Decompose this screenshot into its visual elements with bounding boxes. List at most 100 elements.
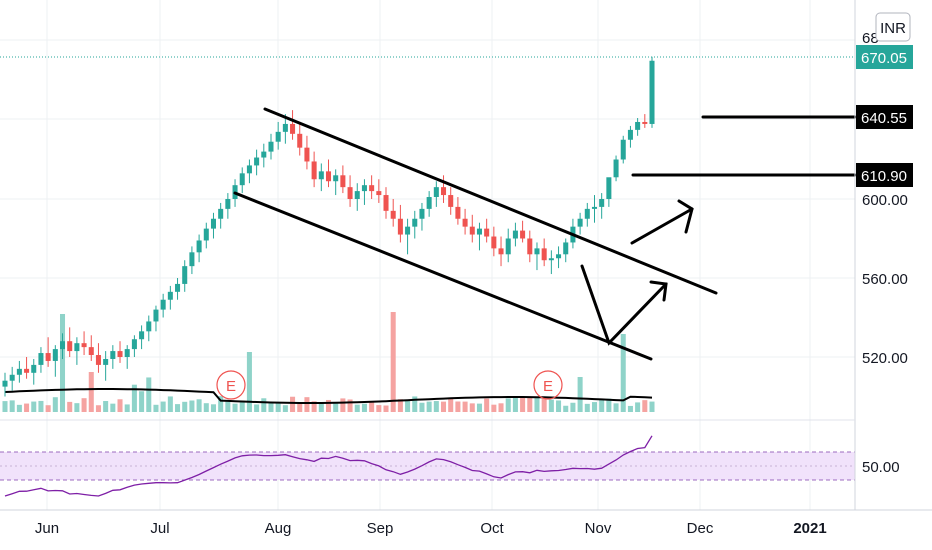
volume-bar <box>38 400 44 412</box>
candle-body <box>67 341 73 352</box>
volume-bar <box>563 405 569 412</box>
volume-bar <box>469 403 475 412</box>
volume-bar <box>534 397 540 412</box>
candle-body <box>649 60 655 124</box>
projection-arrow-2-head[interactable] <box>677 199 694 234</box>
volume-bar <box>110 403 116 412</box>
candle-body <box>448 195 454 207</box>
month-nov: Nov <box>585 520 612 537</box>
level-610-value: 610.90 <box>861 168 907 185</box>
volume-bar <box>189 400 195 412</box>
candle-body <box>74 343 80 352</box>
volume-bar <box>369 401 375 412</box>
currency-badge[interactable] <box>875 12 911 42</box>
candle-body <box>390 210 396 219</box>
volume-bar <box>412 396 418 412</box>
candle-body <box>584 208 590 219</box>
time-axis: Jun Jul Aug Sep Oct Nov Dec 2021 <box>35 520 827 537</box>
month-sep: Sep <box>367 520 394 537</box>
earnings-marker-2[interactable] <box>533 370 563 400</box>
volume-bar <box>246 352 252 412</box>
volume-bar <box>426 401 432 412</box>
volume-bars <box>2 312 655 412</box>
candle-body <box>189 252 195 267</box>
drawings[interactable] <box>233 107 857 361</box>
volume-bar <box>620 334 626 412</box>
candle-body <box>254 157 260 166</box>
last-price-tag <box>856 45 913 69</box>
volume-bar <box>196 399 202 412</box>
candle-body <box>210 218 216 229</box>
volume-bar <box>462 401 468 412</box>
candle-body <box>613 159 619 178</box>
earnings-markers: E E <box>216 370 563 400</box>
volume-bar <box>642 400 648 412</box>
month-jun: Jun <box>35 520 59 537</box>
volume-bar <box>160 401 166 412</box>
candle-body <box>297 133 303 148</box>
volume-bar <box>340 398 346 412</box>
candle-body <box>419 208 425 219</box>
volume-bar <box>325 399 332 412</box>
volume-bar <box>333 401 339 412</box>
volume-bar <box>81 398 87 412</box>
volume-bar <box>527 396 533 412</box>
level-610-tag <box>856 163 913 187</box>
volume-bar <box>376 405 382 412</box>
volume-bar <box>484 398 490 412</box>
volume-bar <box>448 397 454 412</box>
channel-lower-line[interactable] <box>233 191 653 361</box>
channel-upper-line[interactable] <box>263 107 718 295</box>
volume-bar <box>210 404 216 412</box>
candle-body <box>203 228 209 241</box>
volume-bar <box>361 403 367 412</box>
volume-bar <box>218 396 224 412</box>
candle-body <box>606 177 612 199</box>
projection-arrow-1[interactable] <box>580 264 668 346</box>
volume-bar <box>2 401 8 412</box>
price-tick-520: 520.00 <box>862 350 908 367</box>
candle-body <box>505 238 511 255</box>
candle-body <box>2 380 8 387</box>
candle-body <box>95 355 101 365</box>
projection-arrow-1-head[interactable] <box>649 280 668 302</box>
volume-bar <box>606 398 612 412</box>
candle-body <box>124 349 130 357</box>
volume-bar <box>153 404 159 412</box>
volume-bar <box>24 403 30 412</box>
volume-bar <box>261 398 267 412</box>
volume-bar <box>613 403 619 412</box>
candle-body <box>290 123 296 134</box>
candle-body <box>354 191 360 199</box>
volume-bar <box>397 399 403 412</box>
candle-body <box>24 368 30 373</box>
candle-body <box>548 258 554 261</box>
volume-bar <box>318 403 324 412</box>
candle-body <box>246 165 252 174</box>
volume-bar <box>591 402 598 412</box>
volume-bar <box>103 401 109 412</box>
volume-bar <box>239 400 245 412</box>
candle-body <box>117 351 123 357</box>
projection-arrow-2[interactable] <box>630 207 694 245</box>
candle-body <box>520 230 526 239</box>
earnings-marker-1[interactable] <box>216 370 246 400</box>
candle-body <box>498 248 504 255</box>
candle-body <box>541 248 547 261</box>
candle-body <box>239 173 245 186</box>
candle-body <box>318 171 324 180</box>
candle-body <box>268 141 274 152</box>
month-dec: Dec <box>687 520 714 537</box>
candle-body <box>591 206 598 209</box>
candle-body <box>45 353 51 361</box>
candle-body <box>81 343 87 348</box>
volume-bar <box>67 401 73 412</box>
volume-bar <box>45 405 51 412</box>
candle-body <box>433 187 439 198</box>
candle-body <box>9 374 15 381</box>
candle-body <box>261 151 267 158</box>
volume-bar <box>556 400 562 412</box>
volume-bar <box>254 404 260 412</box>
price-tick-560: 560.00 <box>862 271 908 288</box>
